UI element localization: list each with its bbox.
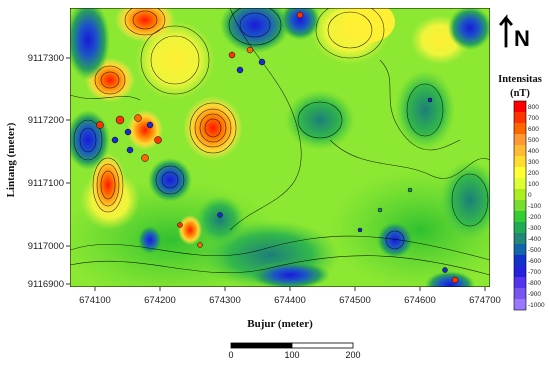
legend-label: -900 — [528, 291, 541, 298]
legend-label: 500 — [528, 137, 539, 144]
legend-swatch — [514, 211, 526, 222]
x-tick-label: 674300 — [209, 295, 241, 306]
legend-label: -700 — [528, 269, 541, 276]
legend-swatch — [514, 123, 526, 134]
north-label: N — [514, 26, 530, 51]
scale-label: 200 — [345, 350, 360, 360]
y-tick-label: 9117000 — [28, 241, 64, 252]
legend-label: 700 — [528, 115, 539, 122]
legend-swatch — [514, 101, 526, 112]
legend-swatch — [514, 233, 526, 244]
scale-segment-black — [230, 342, 293, 349]
legend-label: 800 — [528, 104, 539, 111]
x-axis: 674100 674200 674300 674400 674500 67460… — [79, 287, 501, 330]
legend-label: -400 — [528, 236, 541, 243]
legend-swatch — [514, 222, 526, 233]
legend-label: -100 — [528, 203, 541, 210]
y-tick-label: 9117100 — [28, 178, 64, 189]
y-axis: 9117300 9117200 9117100 9117000 9116900 … — [5, 53, 70, 290]
yellow-high — [345, 8, 395, 42]
legend-label: -1000 — [528, 302, 545, 309]
positive-anomaly — [183, 96, 243, 160]
legend-title: Intensitas — [498, 74, 542, 85]
x-tick-label: 674500 — [339, 295, 371, 306]
teal-low — [395, 70, 455, 150]
scale-bar: 0 100 200 — [228, 342, 361, 360]
anomaly-map-plot — [70, 8, 490, 287]
legend-swatch — [514, 277, 526, 288]
legend-label: -200 — [528, 214, 541, 221]
y-tick-label: 9116900 — [28, 279, 64, 290]
x-tick-label: 674600 — [404, 295, 436, 306]
color-legend: Intensitas (nT) 800 700 600 500 400 300 200 100… — [498, 74, 545, 311]
legend-label: -600 — [528, 258, 541, 265]
legend-label: -800 — [528, 280, 541, 287]
negative-anomaly — [377, 222, 413, 258]
legend-unit: (nT) — [510, 88, 530, 99]
legend-swatch — [514, 266, 526, 277]
legend-swatch — [514, 288, 526, 299]
scale-segment-white — [291, 342, 354, 349]
legend-frame — [513, 100, 527, 311]
legend-label: 300 — [528, 159, 539, 166]
y-tick-label: 9117200 — [28, 115, 64, 126]
negative-anomaly — [70, 110, 110, 170]
x-tick-label: 674400 — [274, 295, 306, 306]
y-axis-title: Lintang (meter) — [5, 122, 17, 197]
legend-label: -300 — [528, 225, 541, 232]
legend-swatch — [514, 189, 526, 200]
legend-label: 600 — [528, 126, 539, 133]
negative-anomaly — [250, 261, 330, 287]
positive-anomaly — [115, 8, 175, 42]
legend-label: 200 — [528, 170, 539, 177]
north-arrow: N — [499, 14, 530, 51]
positive-anomaly — [127, 110, 163, 150]
legend-label: 400 — [528, 148, 539, 155]
negative-anomaly — [425, 271, 475, 287]
negative-anomaly — [138, 226, 162, 254]
positive-anomaly — [178, 215, 202, 245]
positive-anomaly — [90, 153, 126, 217]
x-axis-title: Bujur (meter) — [247, 318, 313, 330]
legend-label: 100 — [528, 181, 539, 188]
legend-swatch — [514, 145, 526, 156]
negative-anomaly — [220, 8, 290, 53]
legend-labels: 800 700 600 500 400 300 200 100 0 -100 -200 -300 -40… — [528, 104, 545, 309]
negative-anomaly — [280, 8, 320, 40]
legend-swatch — [514, 255, 526, 266]
scale-label: 100 — [284, 350, 299, 360]
x-tick-label: 674200 — [144, 295, 176, 306]
legend-label: -500 — [528, 247, 541, 254]
legend-label: 0 — [528, 192, 532, 199]
teal-low — [285, 90, 355, 150]
legend-swatch — [514, 200, 526, 211]
legend-swatch — [514, 134, 526, 145]
y-tick-label: 9117300 — [28, 53, 64, 64]
teal-low — [195, 195, 245, 245]
negative-anomaly — [148, 158, 192, 202]
legend-swatch — [514, 178, 526, 189]
negative-anomaly — [448, 8, 490, 50]
scale-label: 0 — [228, 350, 233, 360]
north-arrow-icon — [499, 14, 513, 48]
legend-swatch — [514, 156, 526, 167]
legend-swatch — [514, 299, 526, 310]
legend-swatch — [514, 244, 526, 255]
small-anomalies — [96, 11, 459, 284]
legend-swatches — [513, 100, 527, 311]
contour-lines — [70, 8, 490, 276]
legend-swatch — [514, 167, 526, 178]
negative-anomaly — [70, 8, 110, 80]
legend-swatch — [514, 112, 526, 123]
teal-low — [440, 160, 490, 240]
x-tick-label: 674700 — [469, 295, 501, 306]
x-tick-label: 674100 — [79, 295, 111, 306]
